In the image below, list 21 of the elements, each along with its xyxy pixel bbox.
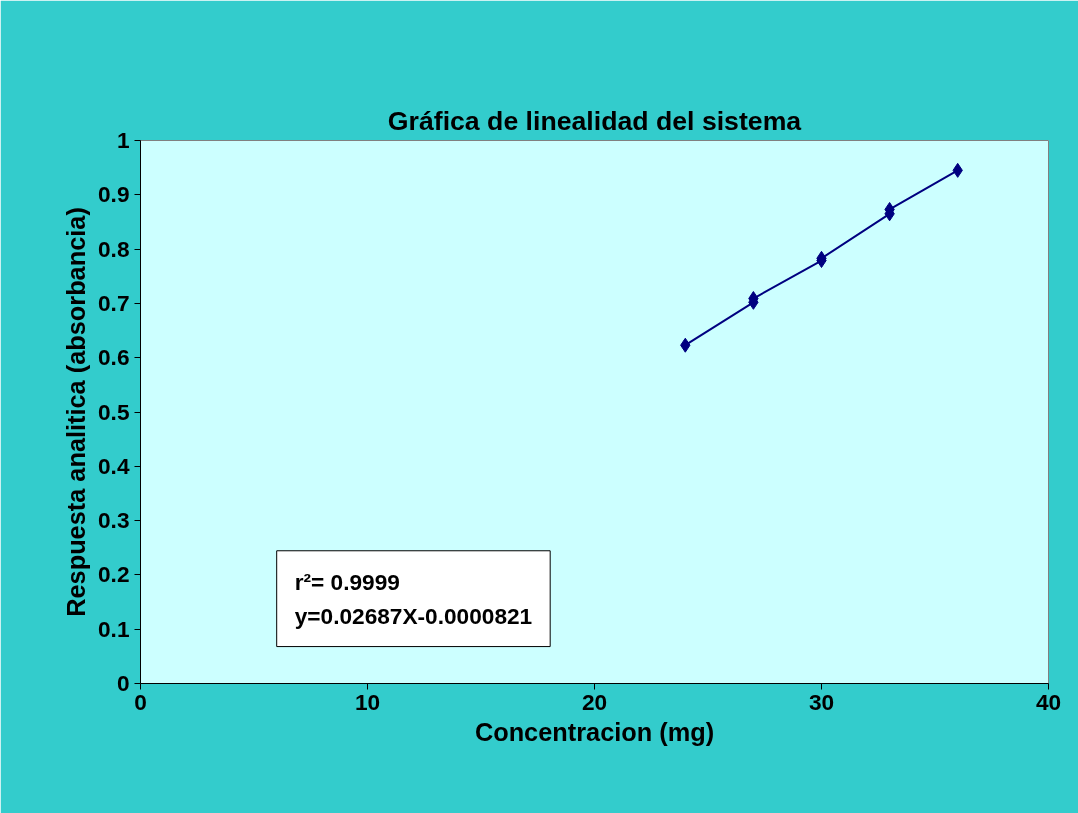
- y-axis-title: Respuesta analitica (absorbancia): [62, 207, 90, 617]
- x-axis-title: Concentracion (mg): [474, 717, 715, 746]
- x-tick-label: 30: [808, 688, 835, 715]
- y-tick-label: 0.6: [98, 344, 130, 371]
- y-tick-label: 0.8: [98, 235, 130, 262]
- y-tick-label: 0.3: [98, 507, 130, 534]
- y-tick-label: 0.4: [98, 452, 130, 479]
- y-tick-label: 0.7: [98, 289, 130, 316]
- y-tick-label: 0: [116, 670, 130, 696]
- y-tick-label: 0.5: [98, 398, 130, 425]
- y-tick-label: 0.9: [98, 181, 130, 208]
- x-tick-label: 10: [354, 688, 381, 715]
- x-tick-label: 20: [581, 688, 608, 715]
- y-tick-label: 0.1: [98, 615, 130, 642]
- annotation: r²= 0.9999: [294, 568, 400, 595]
- x-tick-label: 0: [134, 688, 147, 715]
- y-tick-label: 1: [116, 127, 130, 153]
- chart-title: Gráfica de linealidad del sistema: [387, 105, 802, 136]
- annotation: y=0.02687X-0.0000821: [294, 602, 533, 629]
- x-tick-label: 40: [1035, 688, 1062, 715]
- y-tick-label: 0.2: [98, 561, 130, 588]
